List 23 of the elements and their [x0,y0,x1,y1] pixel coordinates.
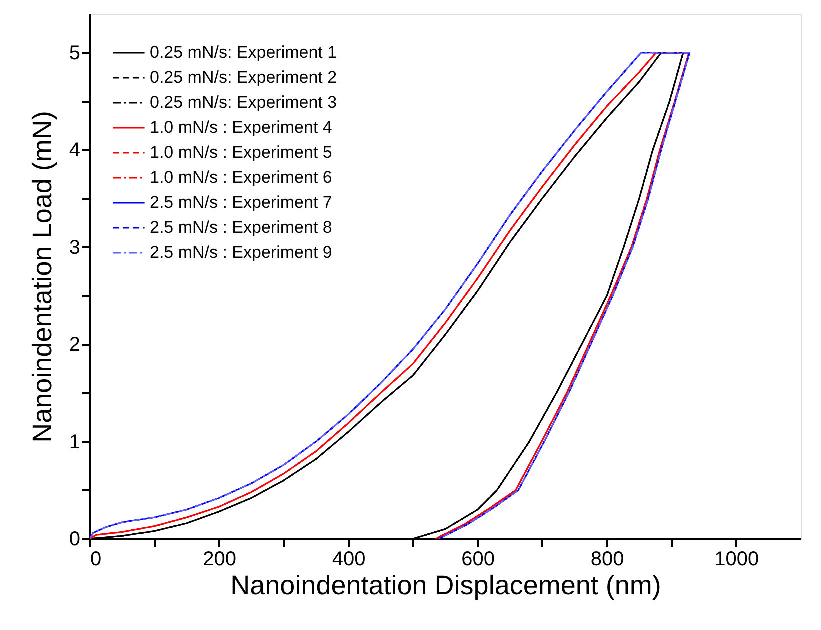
legend-label: 0.25 mN/s: Experiment 2 [150,68,338,87]
y-tick-label: 5 [69,42,80,64]
x-tick-label: 600 [462,548,496,570]
legend-label: 2.5 mN/s : Experiment 9 [150,243,332,262]
legend-label: 2.5 mN/s : Experiment 8 [150,218,332,237]
legend-label: 1.0 mN/s : Experiment 5 [150,143,332,162]
legend-label: 2.5 mN/s : Experiment 7 [150,193,332,212]
y-tick-label: 1 [69,431,80,454]
legend-label: 1.0 mN/s : Experiment 4 [150,118,332,137]
legend-label: 1.0 mN/s : Experiment 6 [150,168,332,187]
legend-label: 0.25 mN/s: Experiment 1 [150,43,338,62]
x-tick-label: 400 [332,548,366,570]
y-tick-label: 3 [69,236,80,259]
x-tick-label: 800 [590,548,624,570]
x-tick-label: 0 [90,548,102,570]
y-axis-title: Nanoindentation Load (mN) [27,111,58,443]
x-tick-label: 1000 [714,548,760,570]
y-tick-label: 2 [69,334,80,356]
y-tick-label: 0 [69,528,80,550]
x-tick-label: 200 [203,548,236,570]
y-tick-label: 4 [69,140,80,162]
legend-label: 0.25 mN/s: Experiment 3 [150,93,338,112]
x-axis-title: Nanoindentation Displacement (nm) [230,570,662,600]
